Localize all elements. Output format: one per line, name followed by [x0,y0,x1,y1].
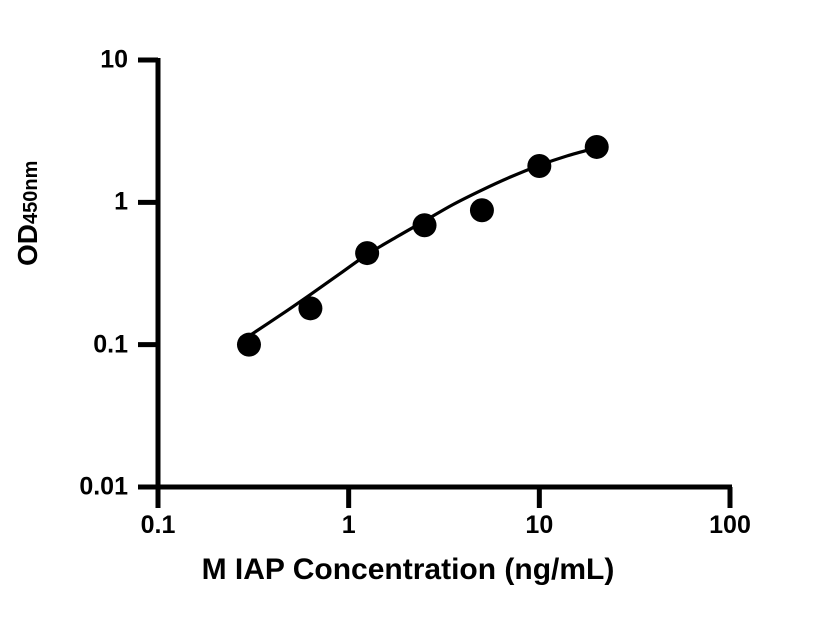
data-point-markers [236,134,609,357]
data-point [527,154,552,178]
x-axis-title: M IAP Concentration (ng/mL) [201,553,615,586]
y-axis-tick-label: 1 [114,187,128,216]
data-point [412,213,437,238]
x-axis-tick-label: 1 [341,511,356,539]
data-point [236,332,261,357]
data-point [469,198,494,223]
data-point [298,296,323,321]
y-axis-ticks [138,57,158,490]
y-axis-tick-label: 0.01 [79,472,128,501]
y-axis-tick-label: 10 [100,45,128,74]
x-axis-tick-label: 10 [525,511,554,539]
data-point [584,134,609,159]
axis-lines [155,58,732,490]
data-point [355,241,380,266]
x-axis-tick-label: 100 [709,511,751,539]
y-axis-title: OD450nm [12,160,43,266]
y-axis-tick-label: 0.1 [93,330,128,359]
x-axis-tick-label: 0.1 [140,511,176,539]
x-axis-ticks [155,487,733,508]
y-axis-title-subscript: 450nm [20,160,42,224]
y-axis-title-main: OD [12,224,43,266]
